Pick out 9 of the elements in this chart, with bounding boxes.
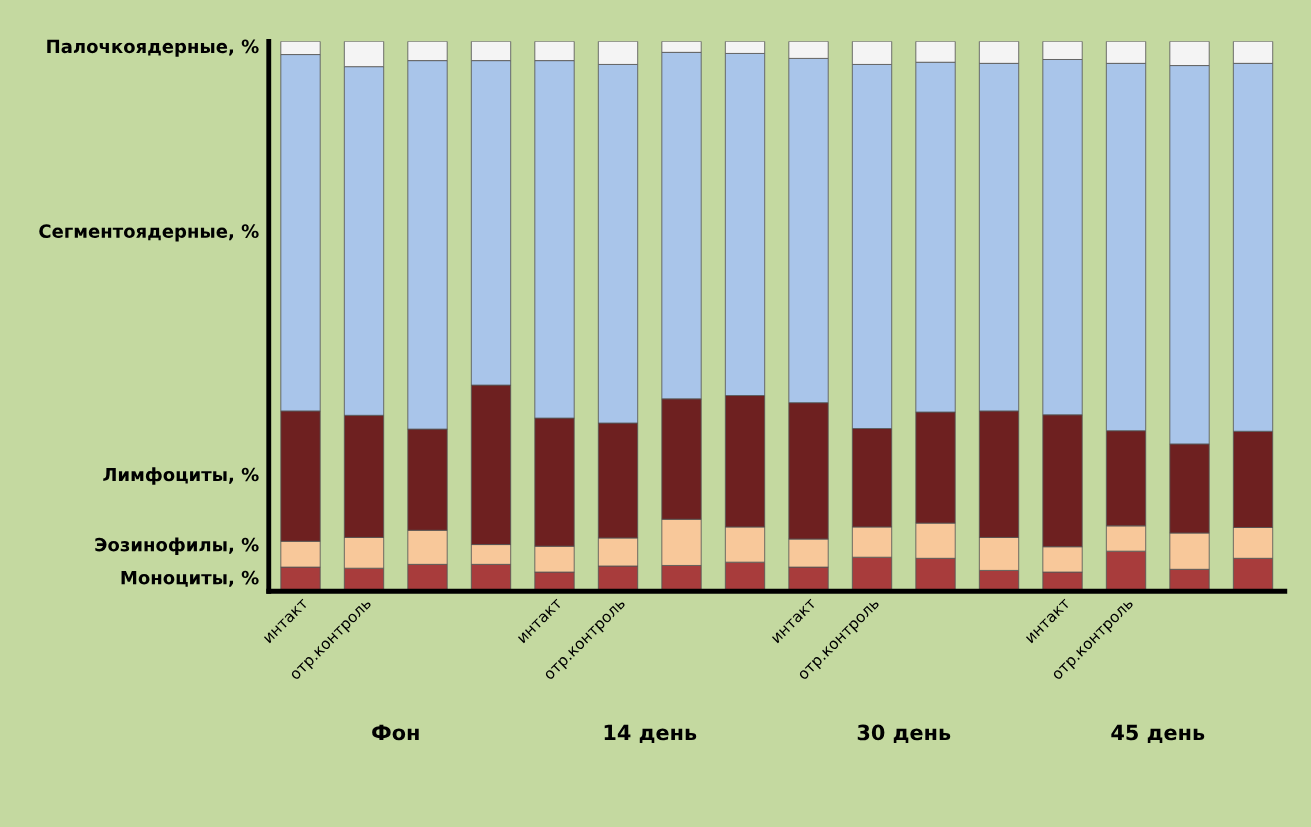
series-label: Эозинофилы, % (95, 537, 259, 555)
series-label: Моноциты, % (121, 570, 259, 587)
text: 14 день (604, 724, 697, 743)
text: 45 день (1111, 724, 1205, 743)
text: Фон (372, 724, 419, 741)
series-label: Сегментоядерные, % (39, 224, 259, 242)
series-label: Палочкоядерные, % (47, 39, 259, 57)
text: 30 день (857, 724, 951, 743)
series-label: Лимфоциты, % (103, 467, 259, 485)
